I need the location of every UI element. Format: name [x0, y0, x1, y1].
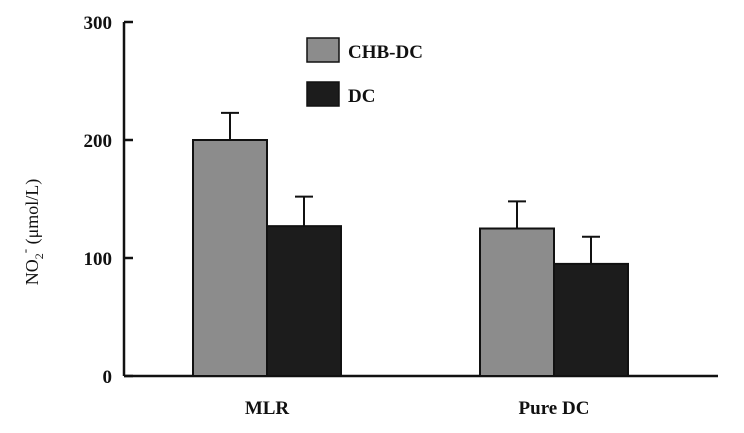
legend-swatch	[306, 81, 340, 107]
bar-dc-pure-dc	[553, 262, 629, 377]
error-bars	[221, 111, 600, 264]
x-labels: MLR Pure DC	[245, 398, 590, 419]
y-tick-label: 200	[84, 131, 113, 152]
ylabel-sub: 2	[32, 253, 46, 259]
legend-swatch	[306, 37, 340, 63]
legend-label: CHB-DC	[348, 42, 423, 63]
y-tick-label: 100	[84, 249, 113, 270]
bar-chb-dc-pure-dc	[479, 227, 555, 377]
bars	[192, 139, 629, 377]
y-ticks: 0 100 200 300	[84, 13, 133, 388]
ylabel-sup: -	[17, 249, 32, 253]
bar-dc-mlr	[266, 225, 342, 377]
category-label: MLR	[245, 398, 290, 419]
ylabel-unit: (μmol/L)	[22, 179, 43, 249]
y-axis-label: NO2- (μmol/L)	[17, 179, 46, 285]
y-tick-label: 300	[84, 13, 113, 34]
ylabel-main: NO	[22, 259, 42, 285]
category-label: Pure DC	[519, 398, 590, 419]
y-tick-label: 0	[103, 367, 113, 388]
legend-label: DC	[348, 86, 375, 107]
legend: CHB-DC DC	[306, 37, 423, 107]
bar-chb-dc-mlr	[192, 139, 268, 377]
